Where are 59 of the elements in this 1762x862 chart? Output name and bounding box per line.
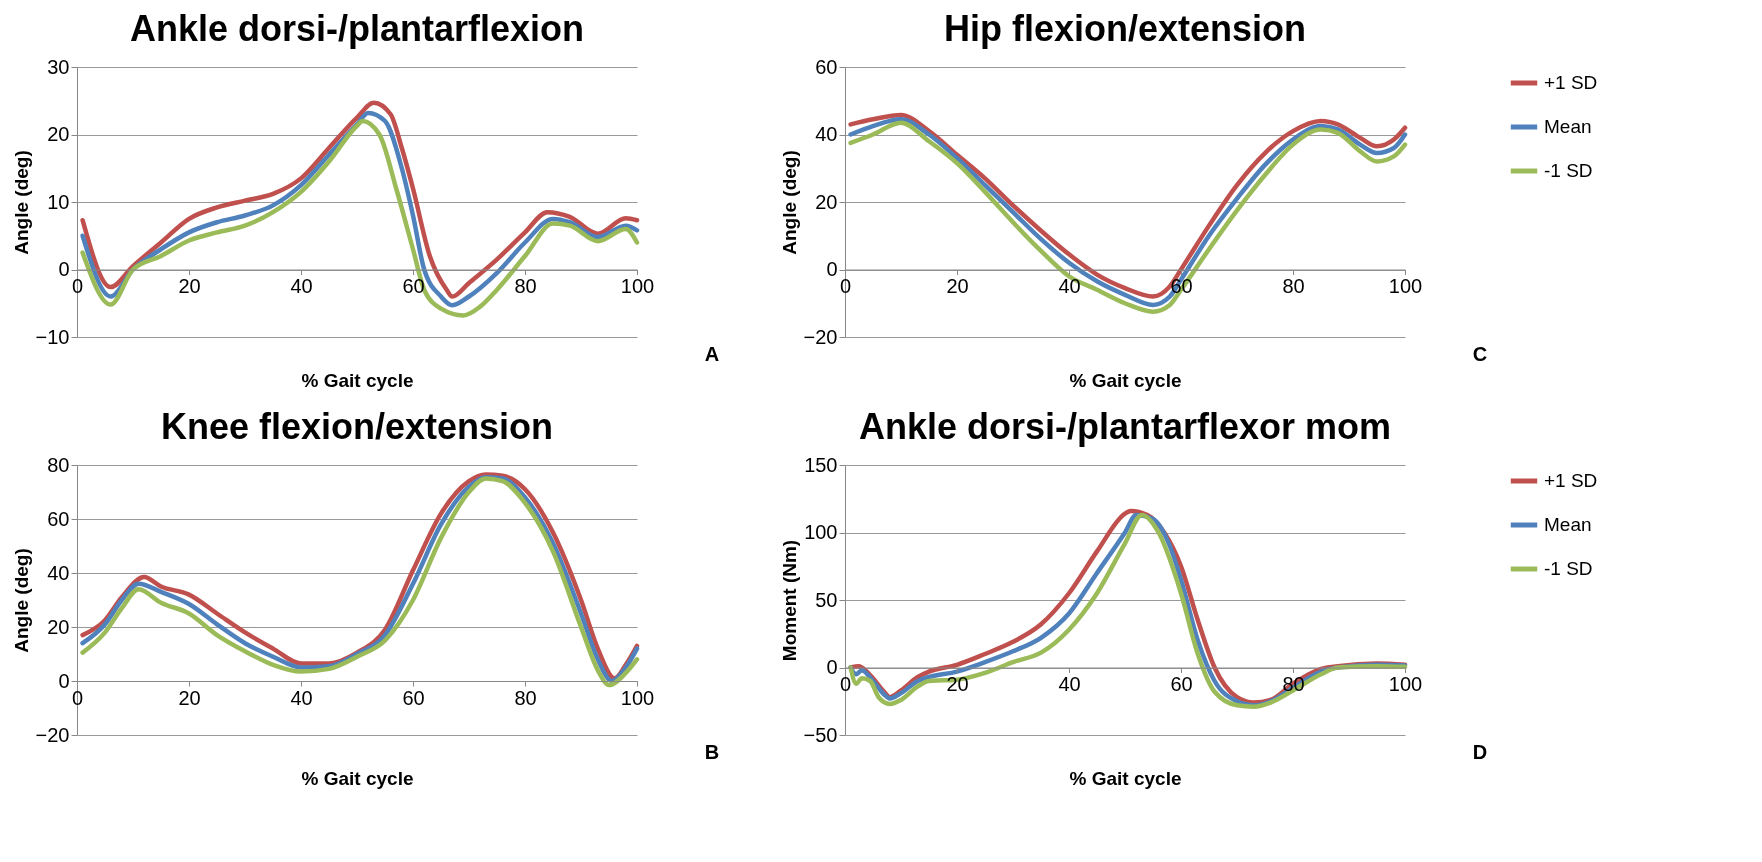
x-axis-title: % Gait cycle	[1069, 369, 1182, 391]
y-tick-label: −10	[35, 325, 70, 348]
x-tick-label: 20	[178, 275, 201, 297]
legend-label: Mean	[1544, 514, 1592, 535]
chart-title: Ankle dorsi-/plantarflexion	[129, 8, 585, 49]
y-tick-label: 0	[826, 656, 838, 678]
y-tick-label: 80	[47, 453, 70, 476]
x-axis-title: % Gait cycle	[1069, 767, 1182, 789]
y-tick-label: 100	[804, 521, 838, 543]
x-axis-title: % Gait cycle	[301, 369, 414, 391]
x-tick-label: 60	[1170, 275, 1193, 297]
x-tick-label: 80	[1282, 275, 1305, 297]
x-tick-label: 40	[1058, 275, 1081, 297]
y-tick-label: 30	[47, 55, 70, 78]
legend-label: -1 SD	[1544, 558, 1593, 579]
y-tick-label: 150	[804, 453, 838, 476]
x-tick-label: 20	[946, 275, 969, 297]
y-tick-label: −20	[35, 723, 70, 746]
y-tick-label: 20	[47, 123, 70, 145]
x-tick-label: 80	[514, 275, 537, 297]
text: D	[1472, 741, 1488, 763]
y-tick-label: 0	[826, 258, 838, 280]
text: A	[704, 343, 720, 365]
legend-label: -1 SD	[1544, 160, 1593, 181]
y-tick-label: 40	[815, 123, 838, 145]
x-tick-label: 40	[290, 275, 313, 297]
x-tick-label: 40	[1058, 673, 1081, 695]
x-tick-label: 100	[620, 686, 655, 709]
y-tick-label: 0	[58, 258, 70, 280]
y-tick-label: 20	[815, 190, 838, 213]
x-tick-label: 100	[1388, 673, 1423, 695]
y-tick-label: 40	[47, 561, 70, 584]
x-tick-label: 20	[178, 686, 201, 709]
y-tick-label: −20	[803, 325, 838, 348]
x-tick-label: 60	[402, 686, 425, 709]
x-axis-title: % Gait cycle	[301, 767, 414, 789]
x-tick-label: 80	[514, 686, 537, 709]
y-tick-label: 10	[47, 190, 70, 213]
x-tick-label: 100	[620, 275, 655, 297]
text: B	[704, 741, 720, 763]
chart-title: Ankle dorsi-/plantarflexor mom	[858, 406, 1392, 447]
y-axis-title: Angle (deg)	[10, 150, 32, 255]
y-axis-title: Moment (Nm)	[778, 539, 800, 662]
chart-title: Hip flexion/extension	[943, 8, 1307, 49]
y-tick-label: 60	[815, 55, 838, 78]
y-tick-label: 60	[47, 507, 70, 530]
legend-label: +1 SD	[1544, 470, 1598, 491]
y-tick-label: 20	[47, 615, 70, 638]
x-tick-label: 60	[1170, 673, 1193, 695]
legend-label: +1 SD	[1544, 72, 1598, 93]
y-axis-title: Angle (deg)	[778, 150, 800, 255]
chart-title: Knee flexion/extension	[160, 406, 554, 447]
y-tick-label: 50	[815, 588, 838, 611]
y-tick-label: −50	[803, 723, 838, 746]
y-axis-title: Angle (deg)	[10, 548, 32, 653]
x-tick-label: 40	[290, 686, 313, 709]
legend-label: Mean	[1544, 116, 1592, 137]
text: C	[1472, 343, 1488, 365]
x-tick-label: 100	[1388, 275, 1423, 297]
